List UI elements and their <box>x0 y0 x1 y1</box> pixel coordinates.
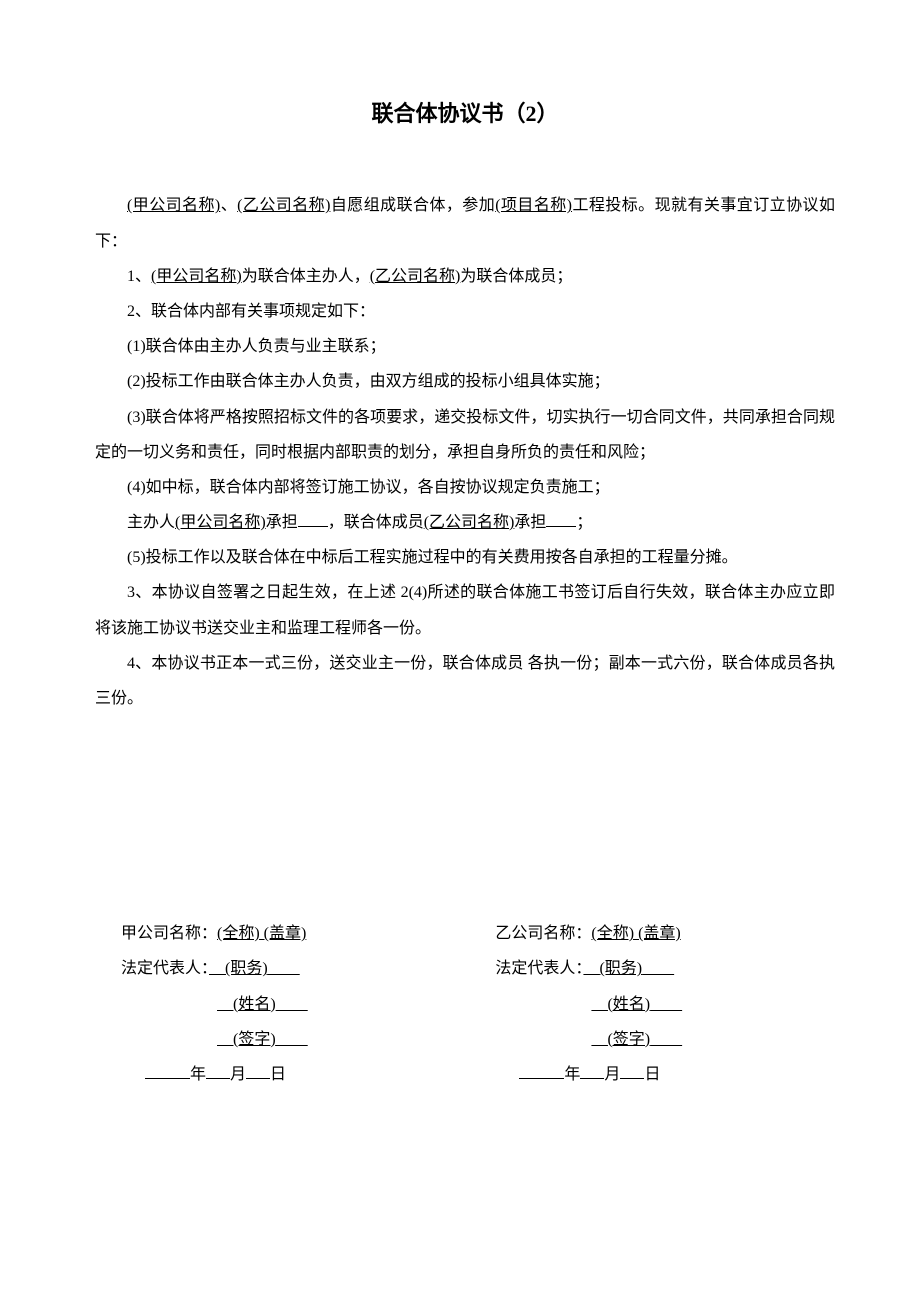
position-field: (职务) <box>583 960 674 977</box>
company-a-name-line: 甲公司名称：(全称) (盖章) <box>105 916 451 951</box>
text: 主办人 <box>127 514 175 531</box>
sign-field: (签字) <box>591 1031 682 1048</box>
day-blank <box>620 1063 644 1079</box>
clause-2-item-5: (5)投标工作以及联合体在中标后工程实施过程中的有关费用按各自承担的工程量分摊。 <box>95 540 835 575</box>
company-a-placeholder: (甲公司名称) <box>127 197 220 214</box>
text: 承担 <box>266 514 298 531</box>
text: 承担 <box>514 514 546 531</box>
company-b-date-line: 年月日 <box>479 1057 825 1092</box>
project-placeholder: (项目名称) <box>495 197 572 214</box>
year-blank <box>145 1063 190 1079</box>
clause-4: 4、本协议书正本一式三份，送交业主一份，联合体成员 各执一份；副本一式六份，联合… <box>95 646 835 716</box>
text: ，联合体成员 <box>328 514 424 531</box>
day-label: 日 <box>270 1066 286 1083</box>
position-field: (职务) <box>209 960 300 977</box>
label: 法定代表人： <box>121 960 209 977</box>
company-b-rep-line: 法定代表人： (职务) <box>479 951 825 986</box>
clause-3: 3、本协议自签署之日起生效，在上述 2(4)所述的联合体施工书签订后自行失效，联… <box>95 575 835 645</box>
label: 甲公司名称： <box>121 925 217 942</box>
clause-2-item-1: (1)联合体由主办人负责与业主联系； <box>95 329 835 364</box>
clause-1: 1、(甲公司名称)为联合体主办人，(乙公司名称)为联合体成员； <box>95 259 835 294</box>
company-a-rep-line: 法定代表人： (职务) <box>105 951 451 986</box>
year-label: 年 <box>564 1066 580 1083</box>
company-b-placeholder: (乙公司名称) <box>370 268 461 285</box>
clause-2-item-2: (2)投标工作由联合体主办人负责，由双方组成的投标小组具体实施； <box>95 364 835 399</box>
company-a-sign-line: (签字) <box>105 1022 451 1057</box>
signature-company-b: 乙公司名称：(全称) (盖章) 法定代表人： (职务) (姓名) (签字) 年 月… <box>479 916 825 1092</box>
company-b-name-person-line: (姓名) <box>479 987 825 1022</box>
company-a-name-field: (全称) (盖章) <box>217 925 306 942</box>
text: 自愿组成联合体，参加 <box>330 197 495 214</box>
company-a-placeholder: (甲公司名称) <box>151 268 242 285</box>
name-field: (姓名) <box>591 996 682 1013</box>
blank-field <box>546 511 576 527</box>
month-label: 月 <box>604 1066 620 1083</box>
name-field: (姓名) <box>217 996 308 1013</box>
month-blank <box>206 1063 230 1079</box>
month-label: 月 <box>230 1066 246 1083</box>
label: 乙公司名称： <box>495 925 591 942</box>
clause-2-header: 2、联合体内部有关事项规定如下： <box>95 294 835 329</box>
company-a-date-line: 年月日 <box>105 1057 451 1092</box>
company-a-name-person-line: (姓名) <box>105 987 451 1022</box>
document-title: 联合体协议书（2） <box>95 90 835 138</box>
signature-company-a: 甲公司名称：(全称) (盖章) 法定代表人： (职务) (姓名) (签字) 年 月… <box>105 916 451 1092</box>
blank-field <box>298 511 328 527</box>
sign-field: (签字) <box>217 1031 308 1048</box>
text: 为联合体主办人， <box>242 268 370 285</box>
label: 法定代表人： <box>495 960 583 977</box>
company-b-placeholder: (乙公司名称) <box>237 197 330 214</box>
text: ； <box>576 514 592 531</box>
company-a-placeholder: (甲公司名称) <box>175 514 266 531</box>
text: 为联合体成员； <box>460 268 572 285</box>
company-b-name-field: (全称) (盖章) <box>591 925 680 942</box>
company-b-placeholder: (乙公司名称) <box>424 514 515 531</box>
text: 、 <box>220 197 237 214</box>
signature-section: 甲公司名称：(全称) (盖章) 法定代表人： (职务) (姓名) (签字) 年月… <box>95 916 835 1092</box>
clause-2-item-4-sub: 主办人(甲公司名称)承担，联合体成员(乙公司名称)承担； <box>95 505 835 540</box>
intro-paragraph: (甲公司名称)、(乙公司名称)自愿组成联合体，参加(项目名称)工程投标。现就有关… <box>95 188 835 258</box>
clause-2-item-4: (4)如中标，联合体内部将签订施工协议，各自按协议规定负责施工； <box>95 470 835 505</box>
year-label: 年 <box>190 1066 206 1083</box>
company-b-sign-line: (签字) <box>479 1022 825 1057</box>
company-b-name-line: 乙公司名称：(全称) (盖章) <box>479 916 825 951</box>
year-blank <box>519 1063 564 1079</box>
month-blank <box>580 1063 604 1079</box>
text: 1、 <box>127 268 151 285</box>
day-label: 日 <box>644 1066 660 1083</box>
day-blank <box>246 1063 270 1079</box>
clause-2-item-3: (3)联合体将严格按照招标文件的各项要求，递交投标文件，切实执行一切合同文件，共… <box>95 400 835 470</box>
document-body: (甲公司名称)、(乙公司名称)自愿组成联合体，参加(项目名称)工程投标。现就有关… <box>95 188 835 716</box>
